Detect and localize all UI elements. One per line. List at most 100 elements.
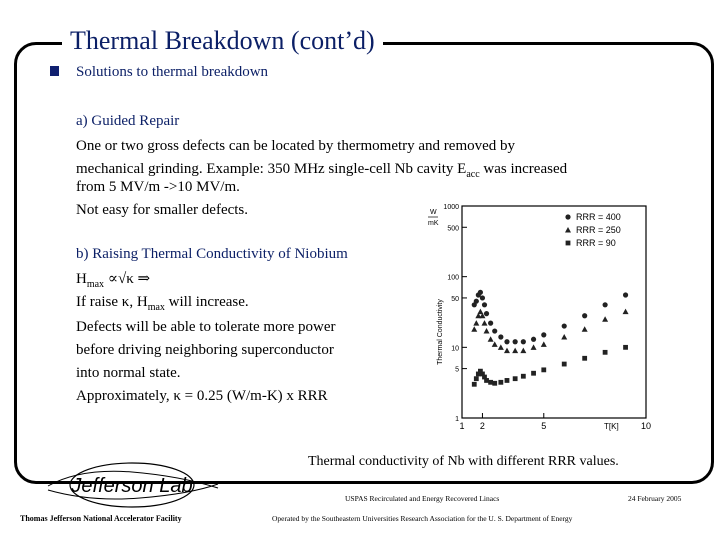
- section-b-hmax-relation: Hmax ∝√κ ⇒: [76, 268, 150, 296]
- data-point-circle: [477, 289, 483, 295]
- bullet-square-icon: [50, 66, 59, 76]
- data-point-triangle: [477, 308, 484, 315]
- y-tick-label: 1: [455, 416, 459, 423]
- slide-title: Thermal Breakdown (cont’d): [62, 26, 383, 56]
- y-tick-label: 500: [447, 225, 459, 232]
- hmax-label: H: [76, 271, 87, 287]
- data-point-square: [471, 381, 477, 387]
- y-unit-top: W: [430, 209, 437, 216]
- data-point-circle: [541, 332, 547, 338]
- y-axis-label: Thermal Conductivity: [437, 299, 444, 365]
- section-a-line2-text: mechanical grinding. Example: 350 MHz si…: [76, 161, 467, 177]
- data-point-triangle: [483, 328, 490, 334]
- data-point-square: [504, 378, 510, 383]
- section-b-raise: If raise κ, Hmax will increase.: [76, 291, 249, 319]
- legend-marker-circle: [565, 214, 571, 220]
- data-point-triangle: [475, 312, 482, 319]
- data-point-square: [480, 371, 485, 377]
- raise-subscript: max: [147, 302, 165, 313]
- eacc-subscript: acc: [466, 169, 480, 180]
- legend-entry: RRR = 250: [576, 225, 621, 235]
- hmax-relation: ∝√κ ⇒: [104, 271, 151, 287]
- data-point-square: [623, 344, 628, 350]
- section-a-heading: a) Guided Repair: [76, 113, 180, 129]
- data-point-triangle: [622, 308, 629, 315]
- x-tick-label: 10: [641, 421, 651, 431]
- legend-entry: RRR = 90: [576, 238, 616, 248]
- section-a-line1: One or two gross defects can be located …: [76, 138, 516, 154]
- data-point-square: [498, 379, 504, 385]
- legend-marker-square: [565, 240, 571, 246]
- footer-lab-name: Thomas Jefferson National Accelerator Fa…: [20, 514, 182, 523]
- data-point-triangle: [512, 347, 519, 354]
- data-point-square: [484, 378, 489, 383]
- footer-course: USPAS Recirculated and Energy Recovered …: [345, 494, 500, 503]
- data-point-triangle: [540, 341, 547, 347]
- bullet-text: Solutions to thermal breakdown: [76, 64, 269, 80]
- data-point-square: [520, 373, 526, 379]
- data-point-triangle: [481, 320, 488, 326]
- data-point-square: [473, 376, 479, 382]
- raise-prefix: If raise κ, H: [76, 294, 148, 310]
- data-point-square: [482, 374, 487, 380]
- x-tick-label: 1: [459, 421, 464, 431]
- thermal-conductivity-chart: 1000 500 100 50 10 5 11 2 5 10 T[K] Thermal Conduct…: [428, 204, 651, 431]
- data-point-triangle: [561, 334, 568, 340]
- y-tick-label: 50: [451, 296, 459, 303]
- data-point-square: [531, 370, 536, 376]
- data-point-circle: [582, 313, 588, 319]
- data-point-square: [478, 368, 483, 374]
- y-tick-label: 5: [455, 367, 459, 374]
- data-point-triangle: [479, 312, 486, 319]
- data-point-circle: [483, 311, 490, 317]
- data-point-square: [512, 376, 518, 382]
- figure-caption: Thermal conductivity of Nb with differen…: [308, 454, 619, 469]
- y-unit-bottom: mK: [428, 220, 439, 227]
- data-point-triangle: [487, 336, 494, 342]
- data-point-triangle: [602, 316, 609, 322]
- data-point-circle: [498, 334, 504, 340]
- jefferson-lab-logo: Jefferson Lab: [47, 462, 219, 508]
- logo-text: Jefferson Lab: [70, 475, 192, 497]
- y-tick-label: 10: [451, 345, 459, 352]
- data-point-circle: [520, 339, 526, 345]
- y-tick-label: 100: [447, 275, 459, 282]
- footer-date: 24 February 2005: [628, 494, 682, 503]
- data-point-circle: [512, 339, 518, 345]
- data-point-circle: [504, 339, 510, 345]
- data-point-circle: [492, 328, 498, 334]
- data-point-triangle: [520, 347, 527, 354]
- data-point-triangle: [491, 341, 498, 347]
- x-tick-label: 5: [541, 421, 546, 431]
- data-point-circle: [602, 302, 608, 308]
- data-point-square: [475, 371, 481, 377]
- data-point-triangle: [473, 320, 480, 326]
- data-point-triangle: [530, 344, 537, 350]
- section-a-line2-tail: was increased: [479, 161, 568, 177]
- legend-marker-triangle: [565, 227, 571, 233]
- data-point-square: [602, 349, 608, 355]
- data-point-square: [541, 367, 547, 373]
- data-point-square: [582, 355, 588, 361]
- data-point-circle: [622, 292, 629, 298]
- hmax-subscript: max: [86, 279, 105, 290]
- data-point-circle: [561, 323, 567, 329]
- section-b-line3: Defects will be able to tolerate more po…: [76, 319, 336, 335]
- x-tick-label: 2: [480, 421, 485, 431]
- data-point-triangle: [497, 344, 504, 350]
- data-point-circle: [481, 302, 488, 308]
- data-point-triangle: [581, 326, 588, 332]
- data-point-triangle: [503, 347, 510, 354]
- x-axis-label: T[K]: [604, 422, 619, 431]
- data-point-circle: [530, 336, 537, 342]
- data-point-circle: [488, 320, 494, 326]
- section-b-line6: Approximately, κ = 0.25 (W/m-K) x RRR: [76, 388, 328, 404]
- raise-tail: will increase.: [164, 294, 249, 310]
- data-point-circle: [479, 295, 486, 301]
- footer-operator: Operated by the Southeastern Universitie…: [272, 514, 573, 523]
- section-b-heading: b) Raising Thermal Conductivity of Niobi…: [76, 246, 348, 262]
- section-b-line5: into normal state.: [76, 365, 181, 381]
- data-point-triangle: [471, 326, 478, 332]
- data-point-circle: [473, 298, 479, 304]
- section-a-line3: from 5 MV/m ->10 MV/m.: [76, 179, 240, 195]
